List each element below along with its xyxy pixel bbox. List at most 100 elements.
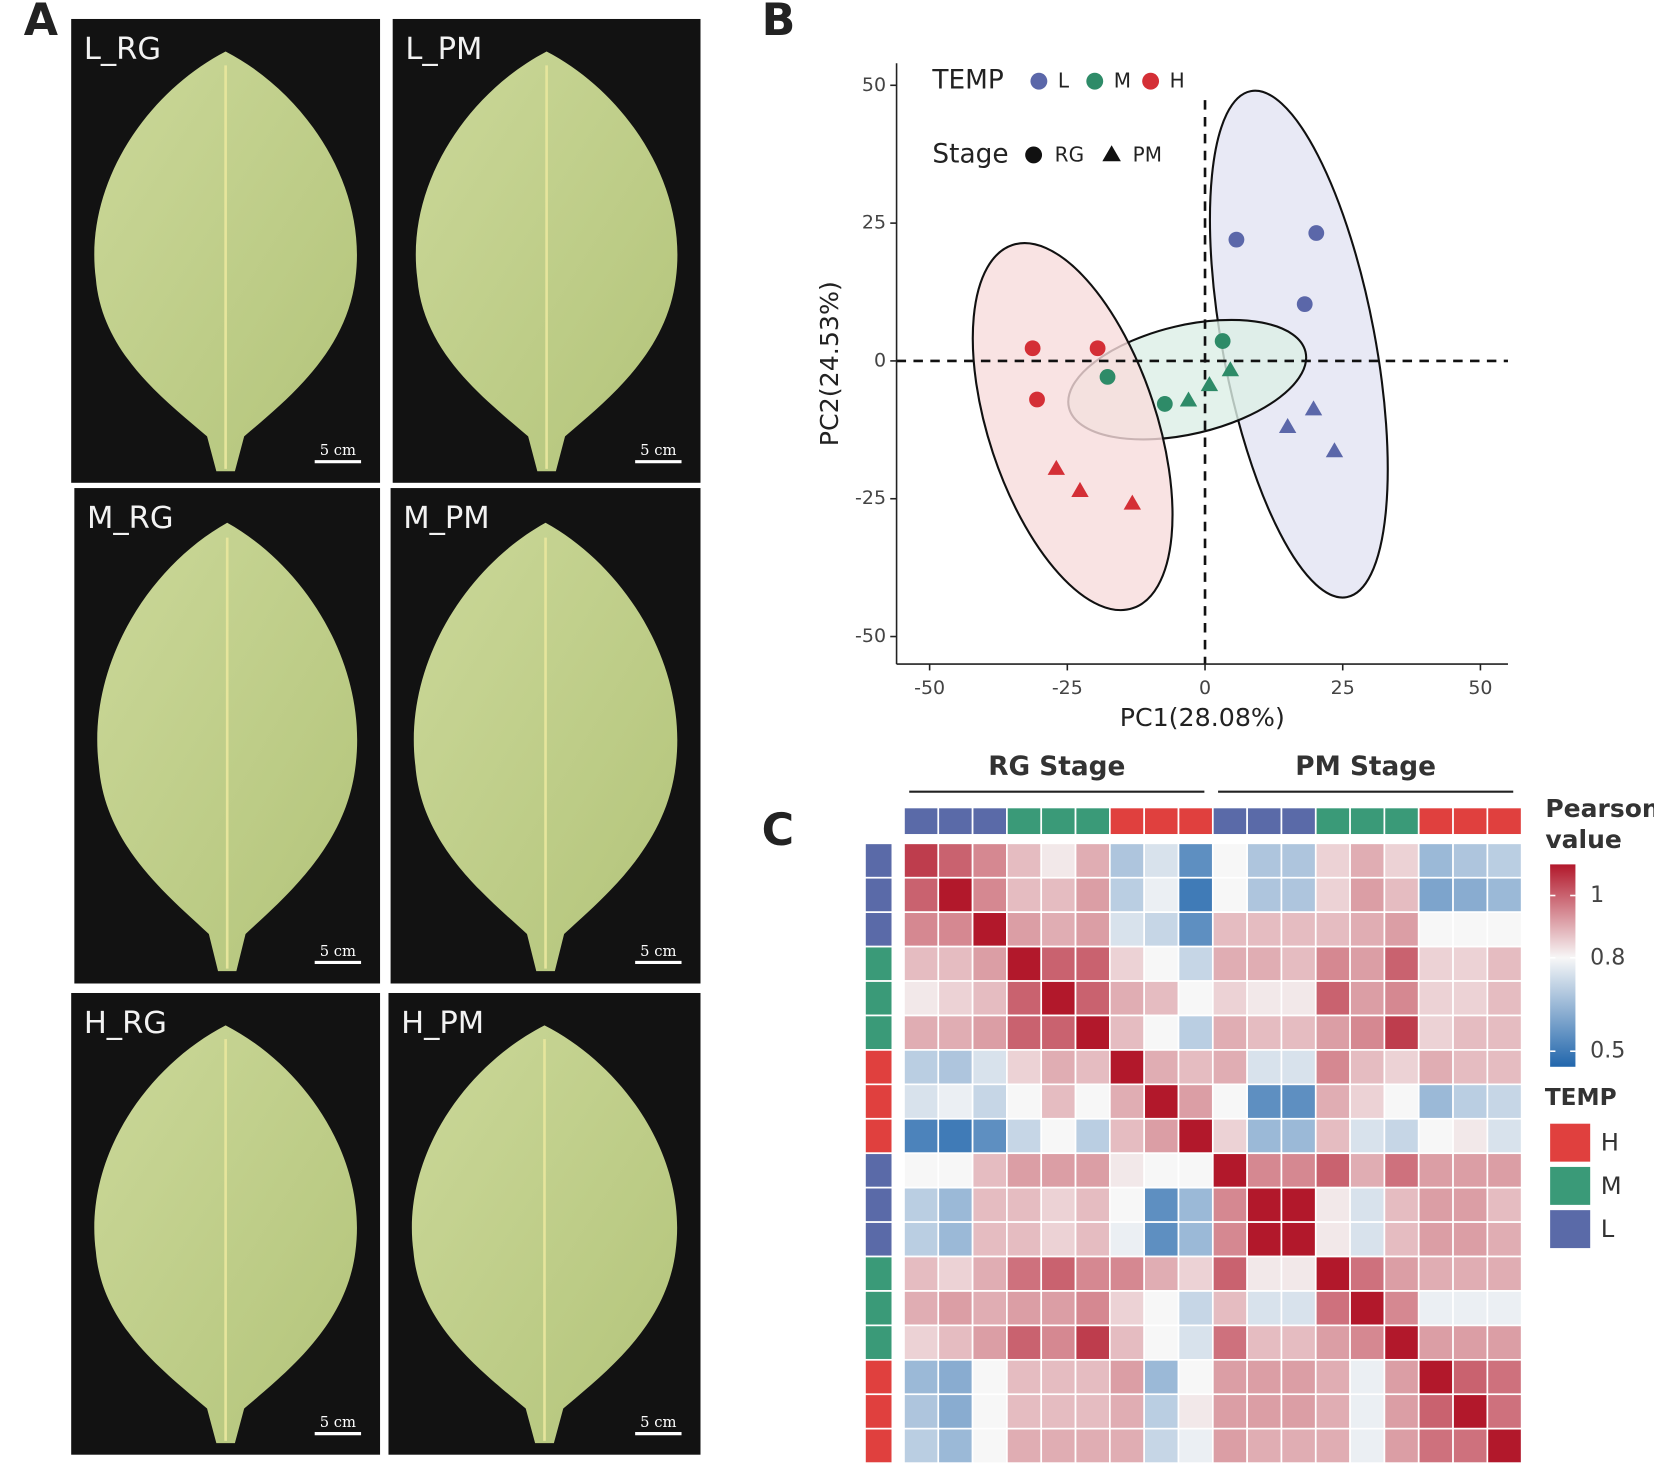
- heatmap-cell: [1452, 842, 1489, 879]
- row-annotation: [864, 876, 894, 914]
- scale-bar-label: 5 cm: [320, 442, 356, 459]
- heatmap-cell: [1109, 1049, 1146, 1086]
- heatmap-cell: [1280, 1186, 1317, 1223]
- heatmap-cell: [1006, 1427, 1043, 1464]
- heatmap-cell: [1314, 1152, 1351, 1189]
- heatmap-cell: [1246, 1221, 1283, 1258]
- heatmap-cell: [1349, 980, 1386, 1017]
- heatmap-cell: [1006, 1186, 1043, 1223]
- scale-bar-label: 5 cm: [320, 943, 356, 960]
- heatmap-cell: [1486, 1049, 1523, 1086]
- heatmap-cell: [903, 876, 940, 914]
- heatmap-cell: [1314, 1117, 1351, 1155]
- column-annotation: [1074, 806, 1111, 836]
- heatmap-cell: [1246, 1290, 1283, 1327]
- heatmap-cell: [971, 1427, 1008, 1464]
- heatmap-cell: [1006, 876, 1043, 914]
- heatmap-cell: [971, 1049, 1008, 1086]
- point: [1123, 494, 1142, 510]
- heatmap-cell: [1486, 842, 1523, 879]
- heatmap-cell: [937, 945, 974, 982]
- colorbar-tick-label: 0.8: [1590, 944, 1625, 970]
- heatmap-cell: [1452, 945, 1489, 982]
- scale-bar-label: 5 cm: [640, 1414, 676, 1431]
- heatmap-cell: [971, 1393, 1008, 1430]
- photo-label: M_PM: [403, 501, 489, 536]
- heatmap-cell: [1314, 876, 1351, 914]
- heatmap-cell: [1211, 1186, 1248, 1223]
- heatmap-cell: [1211, 980, 1248, 1017]
- row-annotation: [864, 1358, 894, 1396]
- heatmap-cell: [1383, 1014, 1420, 1051]
- heatmap-cell: [1314, 945, 1351, 982]
- heatmap-cell: [1314, 1393, 1351, 1430]
- column-annotation: [1040, 806, 1077, 836]
- row-annotation: [864, 1049, 894, 1086]
- heatmap-cell: [937, 1427, 974, 1464]
- heatmap-cell: [1383, 1255, 1420, 1292]
- heatmap-cell: [1452, 1255, 1489, 1292]
- panel-label: A: [24, 0, 59, 46]
- photo-label: M_RG: [87, 501, 174, 536]
- heatmap-cell: [937, 1221, 974, 1258]
- heatmap-cell: [1211, 945, 1248, 982]
- heatmap-cell: [1006, 1324, 1043, 1361]
- heatmap-cell: [971, 876, 1008, 914]
- heatmap-cell: [1383, 945, 1420, 982]
- point: [1214, 333, 1231, 349]
- legend-label: PM: [1133, 143, 1162, 167]
- point: [1071, 481, 1089, 497]
- column-annotation: [1211, 806, 1248, 836]
- heatmap-cell: [1349, 1186, 1386, 1223]
- heatmap-cell: [971, 945, 1008, 982]
- heatmap-cell: [1246, 876, 1283, 914]
- heatmap-cell: [1177, 1427, 1214, 1464]
- heatmap-cell: [1280, 1427, 1317, 1464]
- heatmap-cell: [903, 1152, 940, 1189]
- heatmap-cell: [971, 1290, 1008, 1327]
- heatmap-cell: [1417, 1152, 1454, 1189]
- heatmap-cell: [1109, 911, 1146, 948]
- heatmap-cell: [1417, 1358, 1454, 1396]
- heatmap-cell: [1417, 1117, 1454, 1155]
- heatmap-cell: [1452, 911, 1489, 948]
- heatmap-cell: [1211, 842, 1248, 879]
- heatmap-cell: [1143, 876, 1180, 914]
- heatmap-cell: [1314, 1290, 1351, 1327]
- heatmap-cell: [1177, 1186, 1214, 1223]
- row-annotation: [864, 1427, 894, 1464]
- heatmap-cell: [1314, 1324, 1351, 1361]
- heatmap-cell: [1109, 1324, 1146, 1361]
- column-annotation: [1417, 806, 1454, 836]
- heatmap-cell: [1417, 1049, 1454, 1086]
- heatmap-cell: [903, 1324, 940, 1361]
- heatmap-cell: [1211, 1290, 1248, 1327]
- legend-marker: [1030, 72, 1048, 90]
- heatmap-cell: [1109, 842, 1146, 879]
- heatmap-cell: [971, 1255, 1008, 1292]
- heatmap-cell: [1314, 980, 1351, 1017]
- heatmap-cell: [1006, 911, 1043, 948]
- heatmap-cell: [1177, 1290, 1214, 1327]
- heatmap-cell: [1280, 1049, 1317, 1086]
- heatmap-cell: [1143, 1427, 1180, 1464]
- heatmap-cell: [903, 842, 940, 879]
- heatmap-cell: [1040, 1049, 1077, 1086]
- heatmap-cell: [1383, 876, 1420, 914]
- point: [1228, 231, 1245, 248]
- heatmap-cell: [1246, 1083, 1283, 1120]
- heatmap-cell: [1040, 980, 1077, 1017]
- heatmap-cell: [971, 1014, 1008, 1051]
- heatmap-cell: [1143, 1358, 1180, 1396]
- point: [1304, 400, 1323, 416]
- heatmap-cell: [903, 1358, 940, 1396]
- x-tick-label: 25: [1331, 677, 1355, 699]
- legend-marker: [1086, 72, 1104, 90]
- heatmap-cell: [1177, 980, 1214, 1017]
- heatmap-cell: [1383, 1117, 1420, 1155]
- heatmap-cell: [1452, 1117, 1489, 1155]
- colorbar: [1550, 864, 1576, 1067]
- column-annotation: [1177, 806, 1214, 836]
- heatmap-cell: [1006, 1393, 1043, 1430]
